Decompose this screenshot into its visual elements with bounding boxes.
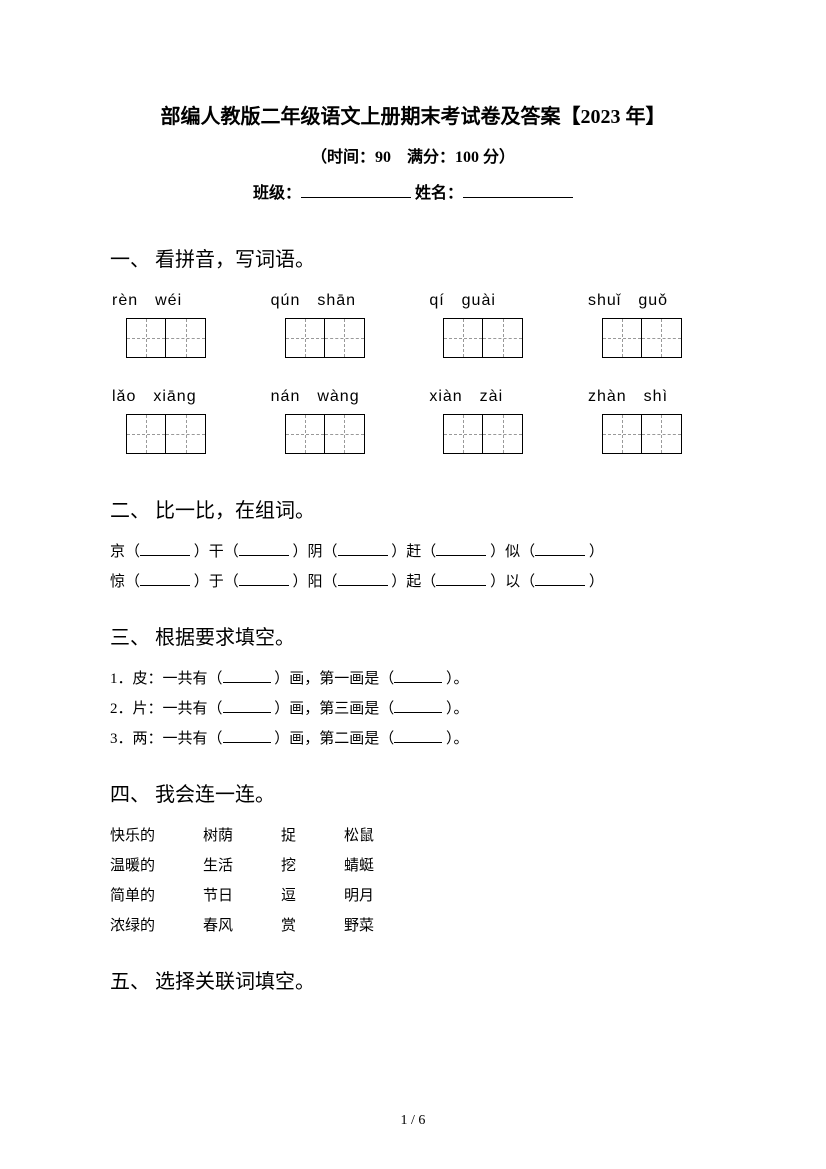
fill-blank[interactable] — [394, 701, 442, 713]
pinyin-block: qí guài — [427, 286, 557, 374]
pinyin-block: zhàn shì — [586, 382, 716, 470]
match-col-1: 快乐的 温暖的 简单的 浓绿的 — [110, 821, 155, 941]
match-item: 温暖的 — [110, 851, 155, 881]
match-item: 捉 — [281, 821, 296, 851]
char-box-pair[interactable] — [443, 318, 557, 358]
match-col-2: 树荫 生活 节日 春风 — [203, 821, 233, 941]
match-table: 快乐的 温暖的 简单的 浓绿的 树荫 生活 节日 春风 捉 挖 逗 赏 松鼠 蜻… — [110, 821, 716, 941]
char-box-pair[interactable] — [602, 318, 716, 358]
page-number: 1 / 6 — [0, 1113, 826, 1129]
section-5-title: 五、 选择关联词填空。 — [110, 965, 716, 994]
fill-blank[interactable] — [436, 544, 486, 556]
char-box-pair[interactable] — [602, 414, 716, 454]
char-box-pair[interactable] — [285, 318, 399, 358]
match-item: 春风 — [203, 911, 233, 941]
match-item: 逗 — [281, 881, 296, 911]
match-item: 挖 — [281, 851, 296, 881]
fill-blank[interactable] — [535, 574, 585, 586]
match-item: 松鼠 — [344, 821, 374, 851]
section-4-title: 四、 我会连一连。 — [110, 778, 716, 807]
pinyin-text: xiàn zài — [427, 382, 557, 406]
section-3-title: 三、 根据要求填空。 — [110, 621, 716, 650]
pinyin-block: xiàn zài — [427, 382, 557, 470]
pinyin-block: rèn wéi — [110, 286, 240, 374]
char-box-pair[interactable] — [126, 318, 240, 358]
q2-line-2: 惊（ ）于（ ）阳（ ）起（ ）以（ ） — [110, 567, 716, 597]
match-col-4: 松鼠 蜻蜓 明月 野菜 — [344, 821, 374, 941]
fill-blank[interactable] — [140, 574, 190, 586]
fill-blank[interactable] — [239, 574, 289, 586]
char-box-pair[interactable] — [126, 414, 240, 454]
fill-blank[interactable] — [239, 544, 289, 556]
match-col-3: 捉 挖 逗 赏 — [281, 821, 296, 941]
pinyin-block: nán wàng — [269, 382, 399, 470]
match-item: 简单的 — [110, 881, 155, 911]
fill-blank[interactable] — [338, 544, 388, 556]
fill-blank[interactable] — [140, 544, 190, 556]
q3-item-2: 2．片：一共有（ ）画，第三画是（ ）。 — [110, 694, 716, 724]
info-line: 班级： 姓名： — [110, 179, 716, 203]
match-item: 浓绿的 — [110, 911, 155, 941]
class-label: 班级： — [253, 185, 301, 202]
name-blank[interactable] — [463, 184, 573, 198]
match-item: 赏 — [281, 911, 296, 941]
match-item: 节日 — [203, 881, 233, 911]
pinyin-row-2: lǎo xiāng nán wàng xiàn zài zhàn shì — [110, 382, 716, 470]
pinyin-text: lǎo xiāng — [110, 382, 240, 406]
char-box-pair[interactable] — [443, 414, 557, 454]
page-title: 部编人教版二年级语文上册期末考试卷及答案【2023 年】 — [110, 100, 716, 129]
fill-blank[interactable] — [223, 671, 271, 683]
match-item: 生活 — [203, 851, 233, 881]
fill-blank[interactable] — [394, 671, 442, 683]
section-1-title: 一、 看拼音，写词语。 — [110, 243, 716, 272]
q3-item-1: 1．皮：一共有（ ）画，第一画是（ ）。 — [110, 664, 716, 694]
pinyin-text: qún shān — [269, 286, 399, 310]
match-item: 野菜 — [344, 911, 374, 941]
fill-blank[interactable] — [394, 731, 442, 743]
pinyin-block: qún shān — [269, 286, 399, 374]
fill-blank[interactable] — [223, 731, 271, 743]
name-label: 姓名： — [415, 185, 463, 202]
fill-blank[interactable] — [535, 544, 585, 556]
fill-blank[interactable] — [223, 701, 271, 713]
match-item: 蜻蜓 — [344, 851, 374, 881]
match-item: 树荫 — [203, 821, 233, 851]
pinyin-text: zhàn shì — [586, 382, 716, 406]
class-blank[interactable] — [301, 184, 411, 198]
pinyin-block: shuǐ guǒ — [586, 286, 716, 374]
pinyin-text: qí guài — [427, 286, 557, 310]
pinyin-text: nán wàng — [269, 382, 399, 406]
pinyin-row-1: rèn wéi qún shān qí guài shuǐ guǒ — [110, 286, 716, 374]
char-box-pair[interactable] — [285, 414, 399, 454]
section-2-title: 二、 比一比，在组词。 — [110, 494, 716, 523]
pinyin-text: rèn wéi — [110, 286, 240, 310]
pinyin-text: shuǐ guǒ — [586, 286, 716, 310]
match-item: 明月 — [344, 881, 374, 911]
pinyin-block: lǎo xiāng — [110, 382, 240, 470]
q3-item-3: 3．两：一共有（ ）画，第二画是（ ）。 — [110, 724, 716, 754]
fill-blank[interactable] — [338, 574, 388, 586]
fill-blank[interactable] — [436, 574, 486, 586]
q2-line-1: 京（ ）干（ ）阴（ ）赶（ ）似（ ） — [110, 537, 716, 567]
page-subtitle: （时间：90 满分：100 分） — [110, 143, 716, 167]
match-item: 快乐的 — [110, 821, 155, 851]
